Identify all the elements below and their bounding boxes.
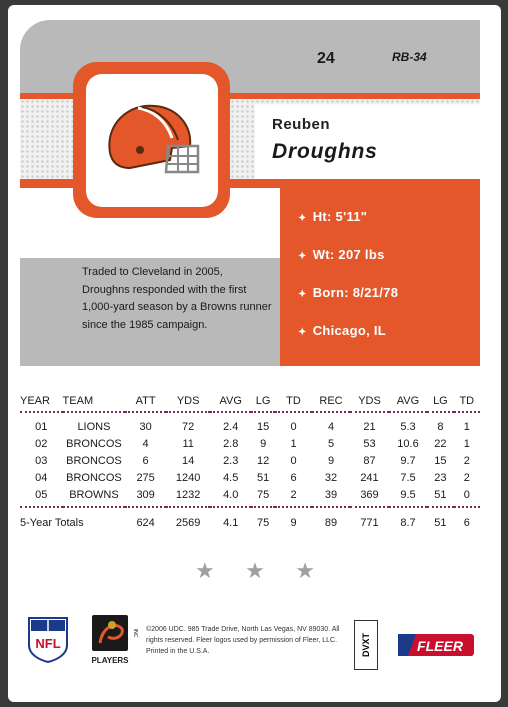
vitals-hometown: ✦ Chicago, IL [298,323,387,338]
svg-text:INC: INC [132,629,138,638]
vitals-height: ✦ Ht: 5'11" [298,209,368,224]
star-bullet-icon: ✦ [298,327,307,338]
player-bio: Traded to Cleveland in 2005, Droughns re… [82,266,272,331]
svg-text:PLAYERS: PLAYERS [91,656,129,665]
table-row: 03 BRONCOS 6 14 2.3 12 0 9 87 9.7 15 2 [35,454,470,467]
star-icon: ★ [245,558,265,583]
vitals-born: ✦ Born: 8/21/78 [298,285,399,300]
card-number: 24 [317,50,335,67]
col-team: TEAM [62,391,126,413]
table-row: 01 LIONS 30 72 2.4 15 0 4 21 5.3 8 1 [35,420,470,433]
name-box [255,104,480,179]
stats-header-row: YEAR TEAM ATT YDS AVG LG TD REC YDS AVG … [20,391,480,413]
col-att: ATT [125,391,166,413]
fleer-logo-icon: FLEER [398,634,474,656]
nfl-players-logo-icon: PLAYERS INC [91,615,138,665]
vitals-panel [280,188,480,366]
star-bullet-icon: ✦ [298,213,307,224]
table-row: 04 BRONCOS 275 1240 4.5 51 6 32 241 7.5 … [35,471,470,484]
svg-text:NFL: NFL [35,636,60,651]
player-last-name: Droughns [272,140,378,163]
star-bullet-icon: ✦ [298,289,307,300]
star-icon: ★ [195,558,215,583]
browns-helmet-icon [108,104,200,174]
totals-row: 5-Year Totals 624 2569 4.1 75 9 89 771 8… [20,516,470,529]
vitals-weight: ✦ Wt: 207 lbs [298,247,385,262]
col-rec-td: TD [453,391,480,413]
header-orange-line [20,93,480,99]
col-rec: REC [311,391,351,413]
copyright-text: ©2006 UDC. 985 Trade Drive, North Las Ve… [146,626,340,655]
stats-table: YEAR TEAM ATT YDS AVG LG TD REC YDS AVG … [20,391,480,531]
nfl-shield-icon: NFL [28,617,68,663]
player-first-name: Reuben [272,116,331,133]
star-bullet-icon: ✦ [298,251,307,262]
table-row: 02 BRONCOS 4 11 2.8 9 1 5 53 10.6 22 1 [35,437,470,450]
bio-panel [20,258,280,366]
rating-stars: ★ ★ ★ [195,558,315,583]
col-rush-lg: LG [250,391,276,413]
dvxt-code: DVXT [361,632,371,658]
table-row: 05 BROWNS 309 1232 4.0 75 2 39 369 9.5 5… [20,486,480,508]
col-year: YEAR [20,391,63,413]
col-rush-avg: AVG [210,391,251,413]
col-rec-yds: YDS [350,391,389,413]
col-rec-avg: AVG [388,391,428,413]
col-rush-yds: YDS [165,391,211,413]
vitals-list: ✦ Ht: 5'11" ✦ Wt: 207 lbs ✦ Born: 8/21/78 ✦… [298,208,398,360]
card-code: RB-34 [392,50,427,64]
col-rec-lg: LG [427,391,454,413]
col-rush-td: TD [275,391,312,413]
star-icon: ★ [295,558,315,583]
orange-stripe [20,179,480,188]
dvxt-box: DVXT [354,620,378,670]
svg-text:FLEER: FLEER [417,638,464,654]
